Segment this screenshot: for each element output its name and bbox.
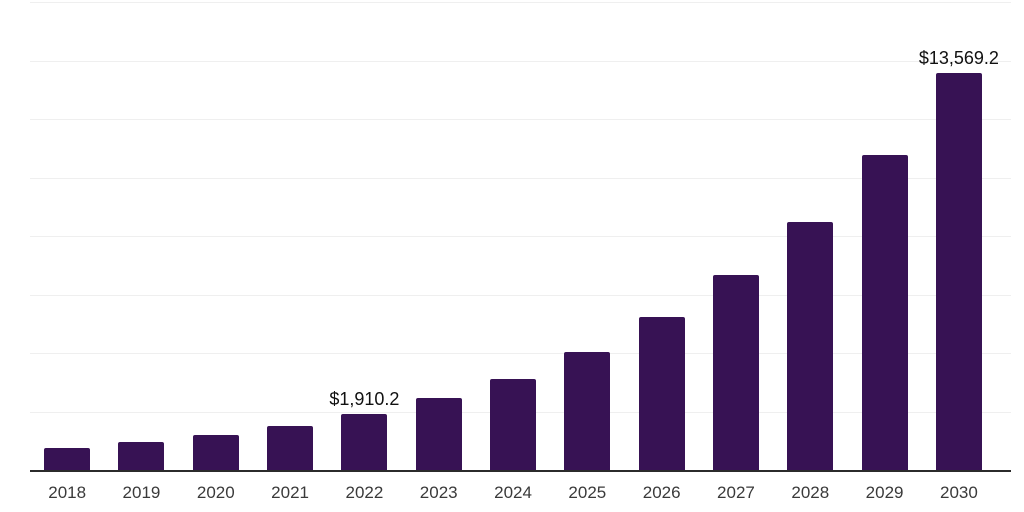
gridline (30, 294, 1011, 296)
x-tick-label-2021: 2021 (271, 483, 309, 502)
x-axis-labels: 2018 2019 2020 2021 2022 2023 2024 2025 2026 2027… (30, 483, 996, 503)
category-slot-2027 (699, 2, 773, 470)
category-slot-2028 (773, 2, 847, 470)
category-slot-2025 (550, 2, 624, 470)
gridline (30, 353, 1011, 354)
x-tick-label-2027: 2027 (717, 483, 755, 502)
bar-2027 (712, 275, 759, 470)
bar-2029 (861, 155, 908, 470)
x-tick-label-2018: 2018 (48, 483, 87, 502)
x-tick-label-2019: 2019 (122, 483, 161, 502)
bar-2024 (490, 378, 537, 470)
x-tick-label-2025: 2025 (568, 483, 607, 502)
bars-row: $1,910.2 $13,569.2 (30, 2, 999, 470)
x-tick-label-2020: 2020 (196, 483, 235, 502)
bar-2028 (787, 221, 834, 470)
x-tick-label-2024: 2024 (494, 483, 532, 502)
x-tick-label-2030: 2030 (939, 483, 978, 502)
bar-2018 (44, 448, 91, 470)
category-slot-2023 (402, 2, 476, 470)
category-slot-2030: $13,569.2 (918, 2, 999, 470)
gridline (30, 2, 1011, 3)
bar-2026 (638, 317, 685, 470)
bar-2020 (192, 435, 239, 470)
gridline (30, 177, 1011, 179)
plot-area: $1,910.2 $13,569.2 (30, 2, 1011, 472)
x-tick-label-2023: 2023 (419, 483, 458, 502)
gridline (30, 119, 1011, 120)
value-label-2022: $1,910.2 (329, 389, 400, 410)
category-slot-2026 (625, 2, 699, 470)
value-label-2030: $13,569.2 (918, 48, 999, 69)
bar-2021 (267, 426, 314, 470)
category-slot-2019 (104, 2, 178, 470)
bar-2030 (935, 73, 982, 470)
bar-2022 (341, 414, 388, 470)
x-tick-label-2029: 2029 (865, 483, 904, 502)
x-tick-label-2026: 2026 (642, 483, 681, 502)
category-slot-2029 (847, 2, 921, 470)
x-tick-label-2022: 2022 (345, 483, 384, 502)
category-slot-2021 (253, 2, 327, 470)
category-slot-2024 (476, 2, 550, 470)
category-slot-2020 (179, 2, 253, 470)
gridline (30, 60, 1011, 62)
gridline (30, 236, 1011, 237)
x-tick-label-2028: 2028 (791, 483, 830, 502)
bar-2023 (415, 398, 462, 470)
category-slot-2022: $1,910.2 (327, 2, 401, 470)
bar-2019 (118, 442, 165, 470)
category-slot-2018 (30, 2, 104, 470)
bar-2025 (564, 352, 611, 470)
